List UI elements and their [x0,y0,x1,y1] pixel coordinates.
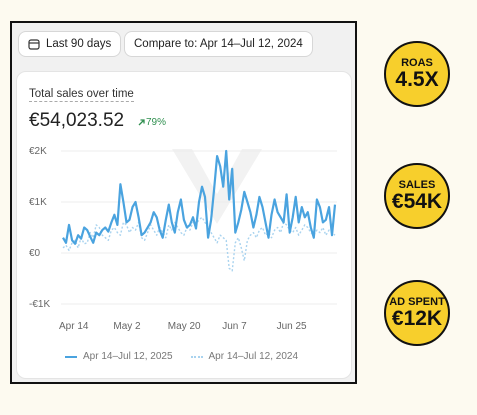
x-tick-label: Jun 7 [222,321,247,332]
ad-spent-badge: AD SPENT €12K [384,280,450,346]
y-tick-label: €2K [29,146,47,157]
y-tick-label: -€1K [29,299,50,310]
legend-previous-label: Apr 14–Jul 12, 2024 [208,351,299,362]
sales-card: Total sales over time €54,023.52 79% €2K… [16,71,352,379]
series-line-current [62,149,337,245]
ad-spent-badge-value: €12K [391,307,443,330]
analytics-window: Last 90 days Compare to: Apr 14–Jul 12, … [10,21,357,384]
calendar-icon [28,39,40,50]
card-title[interactable]: Total sales over time [29,88,134,102]
roas-badge-value: 4.5X [395,68,439,91]
series-line-previous [62,216,336,272]
legend-current-swatch [65,355,77,358]
chart-legend: Apr 14–Jul 12, 2025 Apr 14–Jul 12, 2024 [65,351,298,362]
y-tick-label: €0 [29,248,41,259]
date-range-label: Last 90 days [46,38,112,50]
delta-badge: 79% [137,117,166,128]
x-tick-label: May 2 [113,321,141,332]
x-tick-label: Apr 14 [59,321,89,332]
legend-current-label: Apr 14–Jul 12, 2025 [83,351,173,362]
date-range-button[interactable]: Last 90 days [18,31,122,57]
x-tick-label: May 20 [168,321,201,332]
roas-badge: ROAS 4.5X [384,41,450,107]
sales-badge-value: €54K [391,190,443,213]
y-tick-label: €1K [29,197,47,208]
roas-badge-label: ROAS [401,57,433,69]
x-tick-label: Jun 25 [277,321,307,332]
compare-button[interactable]: Compare to: Apr 14–Jul 12, 2024 [124,31,313,57]
sales-badge: SALES €54K [384,163,450,229]
sales-chart: €2K €1K €0 -€1K Apr 14 May 2 May 20 Jun 7 Jun 25 [29,146,337,332]
sales-badge-label: SALES [398,179,436,191]
delta-value: 79% [146,117,167,128]
total-sales-value: €54,023.52 [29,110,125,131]
ad-spent-badge-label: AD SPENT [389,296,445,308]
compare-label: Compare to: Apr 14–Jul 12, 2024 [134,38,303,50]
legend-previous-swatch [190,355,203,358]
arrow-up-right-icon [138,119,145,126]
